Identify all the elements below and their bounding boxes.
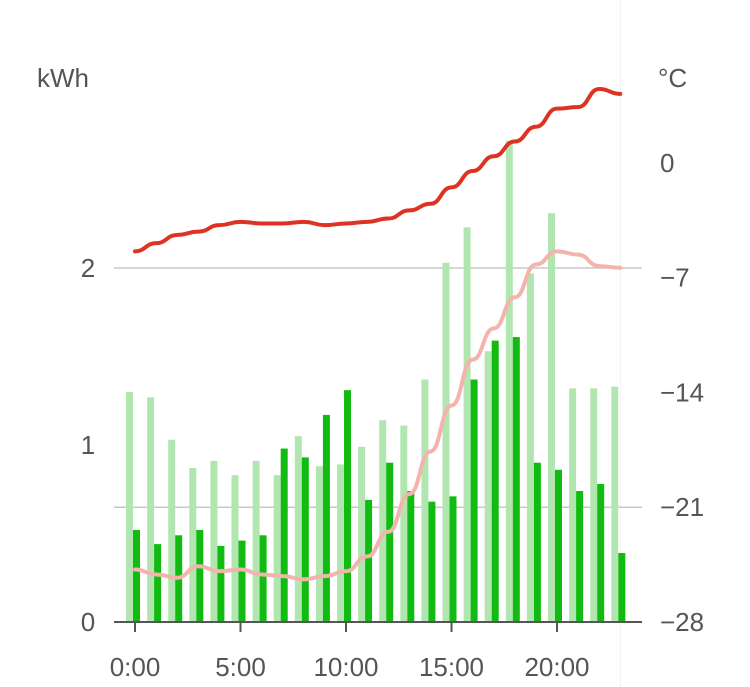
bar-dark-0: [133, 529, 140, 622]
bar-dark-15: [449, 496, 457, 622]
y-right-tick-label-3: −7: [660, 263, 690, 293]
left-axis-unit: kWh: [37, 63, 89, 93]
y-left-tick-label-2: 2: [81, 253, 95, 283]
bar-light-14: [421, 379, 429, 622]
bar-dark-3: [196, 529, 204, 622]
x-tick-label-4: 20:00: [524, 652, 589, 682]
bar-light-8: [294, 436, 302, 622]
bar-light-10: [337, 464, 344, 622]
y-right-tick-label-1: −21: [660, 492, 704, 522]
bar-dark-14: [428, 501, 436, 622]
x-tick-label-3: 15:00: [419, 652, 484, 682]
bar-dark-11: [365, 499, 373, 622]
bar-light-20: [548, 213, 555, 622]
bar-light-12: [379, 420, 387, 622]
y-right-tick-label-2: −14: [660, 377, 704, 407]
bar-light-7: [273, 475, 281, 622]
right-axis-panel: [620, 0, 750, 687]
right-axis-unit: °C: [658, 63, 688, 93]
bar-dark-21: [576, 491, 584, 622]
bar-dark-7: [280, 448, 288, 622]
bar-dark-19: [533, 462, 541, 622]
bar-light-1: [147, 397, 155, 622]
bar-dark-20: [555, 469, 562, 622]
bar-dark-22: [597, 483, 605, 622]
bar-dark-4: [217, 545, 225, 622]
line-light-temperature: [133, 249, 623, 582]
bar-dark-17: [491, 340, 499, 622]
bar-light-6: [252, 460, 260, 622]
bar-dark-13: [407, 491, 415, 622]
y-right-tick-label-4: 0: [660, 148, 674, 178]
x-tick-label-2: 10:00: [313, 652, 378, 682]
bar-light-19: [526, 273, 534, 622]
y-right-tick-label-0: −28: [660, 607, 704, 637]
bar-dark-8: [301, 457, 309, 622]
bar-light-17: [484, 351, 492, 622]
bar-dark-12: [386, 462, 394, 622]
bar-dark-16: [470, 379, 478, 622]
bar-light-15: [442, 262, 450, 622]
bar-light-0: [126, 391, 133, 622]
bar-dark-1: [154, 544, 162, 622]
x-tick-label-1: 5:00: [215, 652, 266, 682]
bar-light-9: [315, 466, 323, 622]
bar-light-21: [569, 388, 577, 622]
bar-dark-5: [238, 540, 246, 622]
bar-light-2: [168, 439, 176, 622]
bar-dark-23: [618, 552, 626, 622]
bar-dark-18: [512, 337, 520, 622]
bar-light-5: [231, 475, 239, 622]
bar-dark-10: [344, 390, 351, 622]
bar-light-16: [463, 227, 471, 622]
bar-light-11: [358, 446, 366, 622]
bar-light-23: [611, 386, 619, 622]
x-tick-label-0: 0:00: [110, 652, 161, 682]
bar-light-3: [189, 468, 197, 622]
bar-light-13: [400, 425, 408, 622]
y-left-tick-label-0: 0: [81, 607, 95, 637]
bar-light-18: [505, 140, 513, 622]
line-dark-temperature: [133, 87, 623, 254]
bar-dark-9: [322, 414, 330, 622]
bar-light-4: [210, 460, 218, 622]
bar-dark-6: [259, 535, 267, 622]
y-left-tick-label-1: 1: [81, 430, 95, 460]
bar-light-22: [590, 388, 598, 622]
